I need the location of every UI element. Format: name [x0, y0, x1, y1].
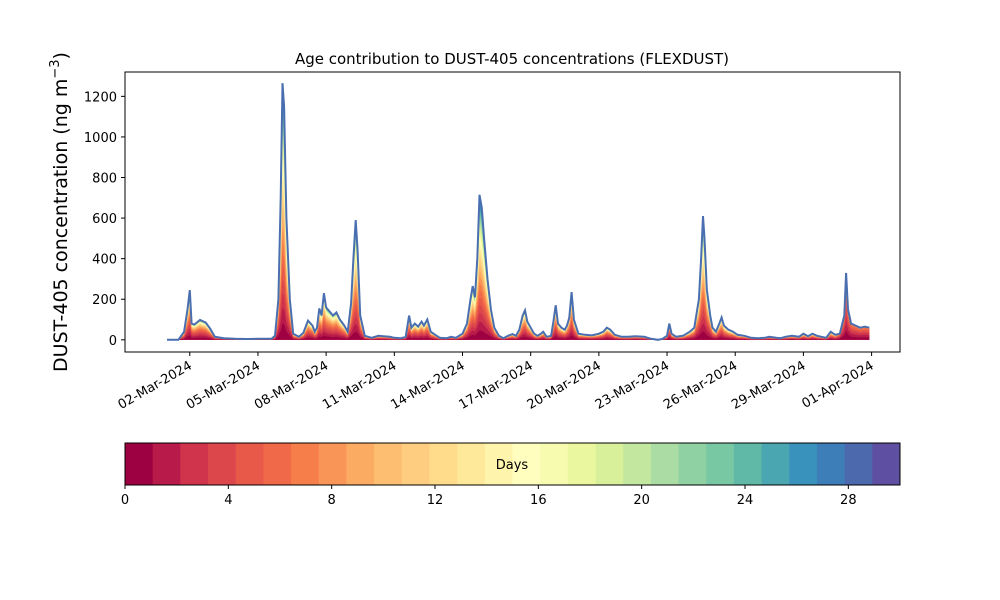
colorbar-swatch	[678, 443, 707, 485]
age-stacked-areas	[167, 83, 870, 340]
colorbar-swatch	[872, 443, 901, 485]
y-tick-label: 0	[109, 334, 117, 349]
y-tick-label: 200	[92, 293, 117, 308]
colorbar-swatch	[706, 443, 735, 485]
colorbar-swatch	[816, 443, 846, 485]
age-band-area	[167, 216, 870, 340]
colorbar-swatch	[152, 443, 181, 485]
age-band-area	[167, 186, 870, 340]
colorbar-swatch	[374, 443, 403, 485]
y-tick-label: 400	[92, 253, 117, 268]
plot-frame	[124, 71, 901, 353]
y-axis: 0 200 400 600 800 1000 1200	[84, 90, 125, 349]
colorbar-tick-label: 8	[328, 493, 336, 508]
colorbar-swatch	[733, 443, 763, 485]
y-tick-label: 600	[92, 212, 117, 227]
y-axis-label-main: DUST-405 concentration (ng m	[50, 79, 72, 372]
colorbar-frame	[124, 442, 901, 486]
age-band-area	[167, 264, 870, 340]
y-axis-label: DUST-405 concentration (ng m−3)	[48, 52, 72, 372]
x-tick-label: 29-Mar-2024	[729, 358, 808, 412]
age-band-area	[167, 251, 870, 340]
colorbar-swatch	[235, 443, 264, 485]
colorbar-swatch	[761, 443, 790, 485]
age-band-area	[167, 239, 870, 340]
x-tick-label: 08-Mar-2024	[252, 358, 331, 412]
age-band-area	[167, 124, 870, 340]
colorbar-swatch	[208, 443, 237, 485]
colorbar-swatch	[595, 443, 624, 485]
colorbar-axis: 0 4 8 12 16 20 24 28	[121, 485, 857, 508]
x-tick-label: 05-Mar-2024	[184, 358, 263, 412]
age-band-area	[167, 137, 870, 340]
colorbar-tick-label: 12	[427, 493, 444, 508]
colorbar-swatch	[125, 443, 154, 485]
age-band-area	[167, 195, 870, 340]
colorbar-swatch	[429, 443, 458, 485]
age-band-area	[167, 177, 870, 340]
colorbar-swatch	[401, 443, 430, 485]
total-concentration-line	[167, 83, 870, 341]
colorbar-tick-label: 28	[840, 493, 857, 508]
x-tick-label: 17-Mar-2024	[457, 358, 536, 412]
age-band-area	[167, 101, 870, 340]
colorbar-swatch	[567, 443, 597, 485]
colorbar-swatch	[291, 443, 320, 485]
x-tick-label: 23-Mar-2024	[593, 358, 672, 412]
age-band-area	[167, 112, 870, 340]
age-band-area	[167, 168, 870, 340]
chart-title: Age contribution to DUST-405 concentrati…	[295, 50, 729, 68]
age-band-area	[167, 205, 870, 340]
colorbar-swatch	[623, 443, 652, 485]
colorbar-swatch	[457, 443, 486, 485]
colorbar-swatch	[789, 443, 818, 485]
x-tick-label: 20-Mar-2024	[525, 358, 604, 412]
y-axis-label-sup: −3	[48, 59, 63, 78]
colorbar-tick-label: 0	[121, 493, 129, 508]
colorbar-tick-label: 24	[737, 493, 754, 508]
colorbar-swatch	[844, 443, 873, 485]
colorbar-tick-label: 16	[530, 493, 547, 508]
age-band-area	[167, 118, 870, 340]
age-band-area	[167, 152, 870, 340]
colorbar-swatch	[512, 443, 541, 485]
x-tick-label: 02-Mar-2024	[116, 358, 195, 412]
age-band-area	[167, 130, 870, 340]
x-tick-label: 01-Apr-2024	[799, 358, 876, 411]
age-band-area	[167, 96, 870, 340]
age-band-area	[167, 160, 870, 340]
x-tick-label: 14-Mar-2024	[388, 358, 467, 412]
x-axis: 02-Mar-202405-Mar-202408-Mar-202411-Mar-…	[116, 352, 877, 413]
colorbar-swatch	[650, 443, 680, 485]
x-tick-label: 26-Mar-2024	[661, 358, 740, 412]
y-tick-label: 1000	[84, 131, 117, 146]
age-band-area	[167, 144, 870, 340]
colorbar-tick-label: 20	[633, 493, 650, 508]
age-band-area	[167, 227, 870, 340]
age-band-area	[167, 92, 870, 340]
age-band-area	[167, 107, 870, 340]
age-band-area	[167, 87, 870, 340]
colorbar-tick-label: 4	[224, 493, 232, 508]
colorbar-label: Days	[496, 458, 529, 473]
y-tick-label: 1200	[84, 90, 117, 105]
colorbar-swatch	[346, 443, 375, 485]
svg-text:DUST-405 concentration (ng m−3: DUST-405 concentration (ng m−3)	[48, 52, 72, 372]
colorbar-swatch	[263, 443, 292, 485]
x-tick-label: 11-Mar-2024	[320, 358, 399, 412]
age-band-area	[167, 83, 870, 340]
colorbar-swatch	[180, 443, 209, 485]
y-tick-label: 800	[92, 172, 117, 187]
y-axis-label-close: )	[50, 52, 72, 59]
colorbar-swatch	[540, 443, 569, 485]
colorbar-swatch	[484, 443, 513, 485]
colorbar	[124, 442, 901, 486]
colorbar-swatch	[318, 443, 347, 485]
